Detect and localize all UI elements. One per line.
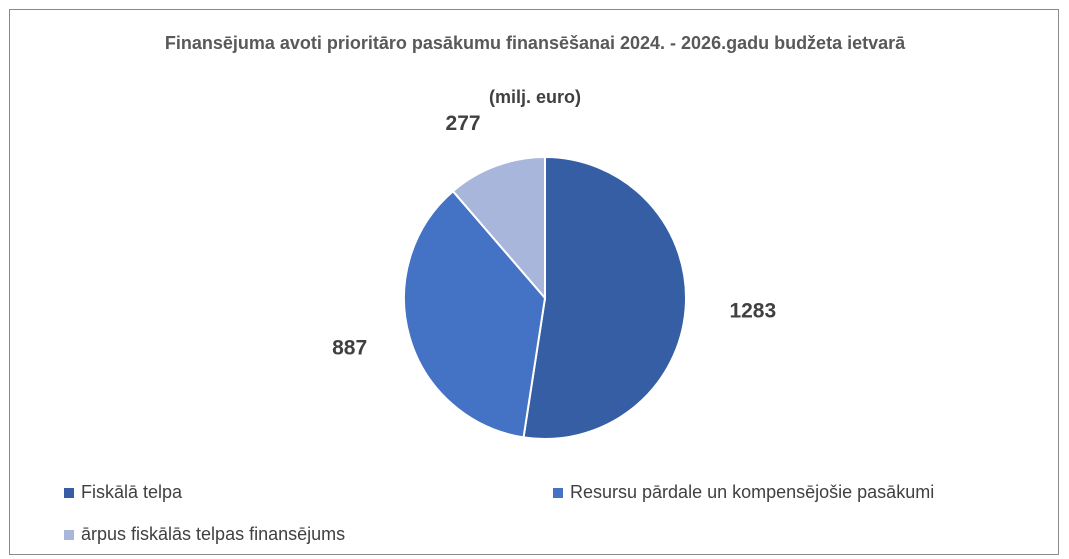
data-label: 1283 <box>729 300 776 323</box>
legend-label: ārpus fiskālās telpas finansējums <box>81 524 345 544</box>
data-label: 887 <box>332 337 367 360</box>
legend-marker <box>64 530 74 540</box>
legend-marker <box>553 488 563 498</box>
pie-slice <box>522 155 687 440</box>
data-label: 277 <box>446 112 481 135</box>
legend-label: Fiskālā telpa <box>81 482 183 502</box>
pie-slice <box>403 189 547 439</box>
pie-slice <box>451 155 546 301</box>
chart-subtitle: (milj. euro) <box>488 87 581 107</box>
chart-title: Finansējuma avoti prioritāro pasākumu fi… <box>164 33 906 53</box>
legend-marker <box>64 488 74 498</box>
legend-label: Resursu pārdale un kompensējošie pasākum… <box>570 482 934 502</box>
chart-frame <box>9 9 1059 555</box>
